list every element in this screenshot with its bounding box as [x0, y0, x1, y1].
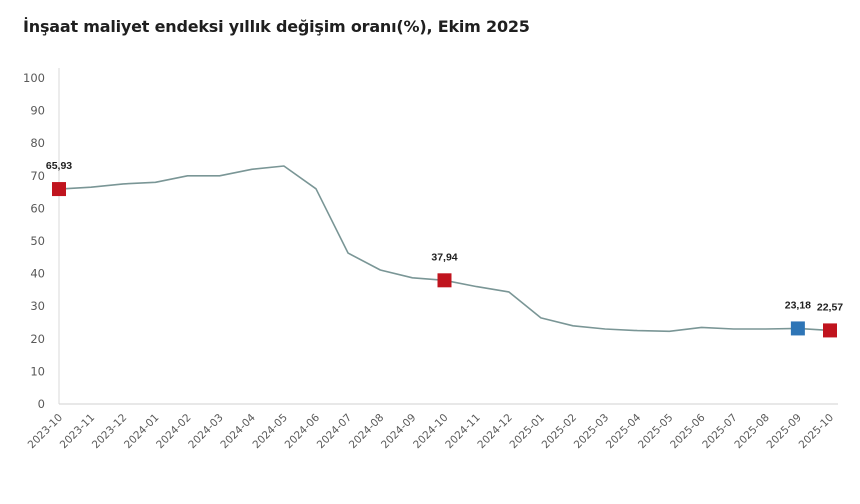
data-series: [58, 165, 831, 333]
annotations: 65,93 37,94 23,18 22,57: [46, 160, 843, 338]
y-tick-label: 50: [30, 234, 45, 248]
y-axis: 0 10 20 30 40 50 60 70 80 90 100: [23, 68, 60, 411]
data-point-marker: [52, 182, 66, 197]
y-tick-label: 30: [30, 299, 45, 313]
data-label: 65,93: [46, 160, 72, 172]
series-line: [58, 165, 831, 333]
x-axis: 2023-102023-112023-122024-012024-022024-…: [26, 403, 838, 452]
y-tick-label: 80: [30, 136, 45, 150]
y-tick-label: 10: [30, 364, 45, 378]
y-tick-label: 20: [30, 332, 45, 346]
data-label: 22,57: [817, 301, 843, 313]
y-tick-label: 0: [38, 397, 45, 411]
y-tick-label: 60: [30, 201, 45, 215]
data-label: 23,18: [785, 299, 811, 311]
data-point-marker: [823, 323, 837, 338]
x-tick-label: 2025-10: [797, 412, 837, 452]
y-tick-label: 70: [30, 169, 45, 183]
data-point-marker: [790, 321, 805, 336]
y-tick-label: 100: [23, 71, 45, 85]
y-tick-label: 40: [30, 267, 45, 281]
chart-title: İnşaat maliyet endeksi yıllık değişim or…: [23, 17, 530, 36]
data-label: 37,94: [431, 251, 457, 263]
y-tick-label: 90: [30, 104, 45, 118]
data-point-marker: [437, 273, 452, 288]
